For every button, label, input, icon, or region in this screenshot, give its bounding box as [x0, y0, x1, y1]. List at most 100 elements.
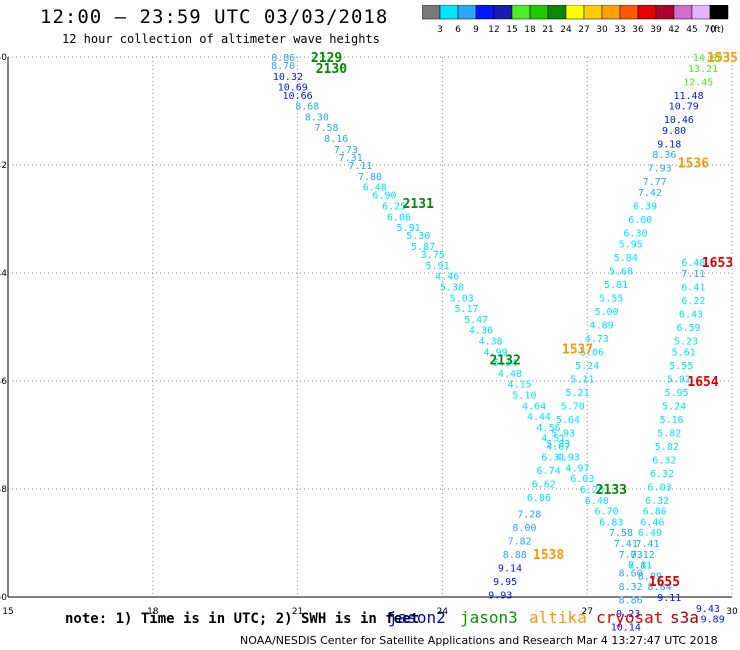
wave-height-value: 4.44: [527, 412, 551, 423]
color-swatch: [529, 5, 549, 20]
wave-height-value: 7.58: [609, 528, 633, 539]
wave-height-value: 7.77: [643, 177, 667, 188]
wave-height-value: 6.43: [679, 310, 703, 321]
wave-height-value: 7.41: [635, 539, 659, 550]
y-tick-label: -40: [0, 53, 7, 63]
color-tick-label: 15: [506, 25, 517, 35]
wave-height-value: 8.86: [619, 596, 643, 607]
wave-height-value: 4.56: [537, 423, 561, 434]
color-swatch: [475, 5, 495, 20]
wave-height-value: 5.24: [662, 401, 686, 412]
wave-height-value: 4.64: [522, 401, 546, 412]
color-tick-label: 36: [632, 25, 644, 35]
wave-height-value: 6.40: [585, 496, 609, 507]
wave-height-value: 7.80: [358, 172, 382, 183]
pass-number-label: 1535: [707, 51, 738, 66]
wave-height-value: 5.91: [397, 223, 421, 234]
wave-height-value: 5.10: [512, 391, 536, 402]
wave-height-value: 6.32: [650, 469, 674, 480]
color-unit-label: (ft): [710, 25, 724, 35]
wave-height-value: 5.64: [556, 415, 580, 426]
wave-height-value: 8.84: [648, 582, 672, 593]
pass-number-label: 2132: [489, 353, 520, 368]
y-tick-label: -48: [0, 485, 7, 495]
wave-height-value: 9.93: [488, 590, 512, 601]
wave-height-value: 5.11: [570, 374, 594, 385]
color-swatch: [637, 5, 657, 20]
wave-height-value: 6.90: [372, 191, 396, 202]
wave-height-value: 5.70: [561, 401, 585, 412]
color-tick-label: 30: [596, 25, 608, 35]
wave-height-value: 8.86: [271, 53, 295, 64]
wave-height-value: 5.03: [450, 293, 474, 304]
pass-number-label: 1536: [678, 156, 709, 171]
color-tick-label: 39: [650, 25, 662, 35]
wave-height-value: 5.06: [580, 347, 604, 358]
wave-height-value: 4.99: [483, 347, 507, 358]
wave-height-value: 5.84: [614, 253, 638, 264]
wave-height-value: 7.81: [628, 561, 652, 572]
color-swatch: [583, 5, 603, 20]
page-subtitle: 12 hour collection of altimeter wave hei…: [62, 32, 380, 46]
wave-height-value: 14.00: [693, 53, 723, 64]
x-tick-label: 15: [2, 607, 13, 617]
wave-height-value: 6.59: [677, 323, 701, 334]
wave-height-value: 6.46: [640, 517, 664, 528]
wave-height-value: 6.62: [532, 480, 556, 491]
wave-height-value: 5.55: [669, 361, 693, 372]
footer-credit: NOAA/NESDIS Center for Satellite Applica…: [240, 634, 718, 647]
pass-number-label: 1655: [649, 575, 680, 590]
wave-height-value: 6.41: [681, 283, 705, 294]
wave-height-value: 7.28: [517, 509, 541, 520]
wave-height-value: 9.11: [657, 593, 681, 604]
color-swatch: [673, 5, 693, 20]
color-tick-label: 27: [578, 25, 589, 35]
pass-number-label: 1653: [702, 256, 733, 271]
color-tick-label: 33: [614, 25, 625, 35]
wave-height-value: 6.48: [363, 183, 387, 194]
wave-height-value: 7.41: [614, 539, 638, 550]
wave-height-value: 5.30: [406, 231, 430, 242]
color-swatch: [565, 5, 585, 20]
color-tick-label: 6: [455, 25, 461, 35]
y-tick-label: -46: [0, 377, 7, 387]
wave-height-value: 5.93: [551, 428, 575, 439]
wave-height-value: 6.70: [594, 507, 618, 518]
color-scale-bar: 3 6 9 12 15 18 21 24 27 30 33 36 39 42 45 70(ft): [422, 5, 729, 35]
wave-height-value: 5.17: [454, 304, 478, 315]
wave-height-value: 8.16: [324, 134, 348, 145]
chart-grid: [8, 56, 733, 597]
color-swatch: [601, 5, 621, 20]
wave-height-value: 5.95: [619, 239, 643, 250]
wave-height-value: 5.83: [546, 439, 570, 450]
wave-height-value: 5.87: [411, 242, 435, 253]
wave-height-value: 6.25: [382, 202, 406, 213]
wave-height-value: 4.93: [556, 453, 580, 464]
wave-height-value: 6.03: [648, 482, 672, 493]
legend-jason3: jason3: [460, 608, 518, 627]
wave-height-value: 10.46: [664, 115, 694, 126]
pass-number-label: 1537: [562, 343, 593, 358]
wave-height-value: 5.14: [493, 358, 517, 369]
wave-height-value: 6.49: [638, 528, 662, 539]
color-tick-label: 24: [560, 25, 572, 35]
x-tick-label: 30: [726, 607, 738, 617]
y-tick-label: -50: [0, 593, 7, 603]
wave-height-value: 8.36: [652, 150, 676, 161]
wave-height-value: 10.79: [669, 102, 699, 113]
wave-height-value: 4.48: [498, 369, 522, 380]
legend-cryosat: cryosat: [596, 608, 664, 627]
wave-height-value: 9.80: [662, 126, 686, 137]
color-tick-label: 3: [437, 25, 443, 35]
wave-height-value: 6.11: [628, 561, 652, 572]
wave-height-value: 4.73: [585, 334, 609, 345]
wave-height-value: 8.60: [619, 569, 643, 580]
pass-number-label: 1654: [687, 375, 718, 390]
legend-jason2: jason2: [388, 608, 446, 627]
color-swatch: [691, 5, 711, 20]
wave-height-value: 4.38: [479, 337, 503, 348]
pass-number-label: 2130: [316, 62, 347, 77]
y-tick-label: -42: [0, 161, 7, 171]
color-tick-label: 21: [542, 25, 553, 35]
